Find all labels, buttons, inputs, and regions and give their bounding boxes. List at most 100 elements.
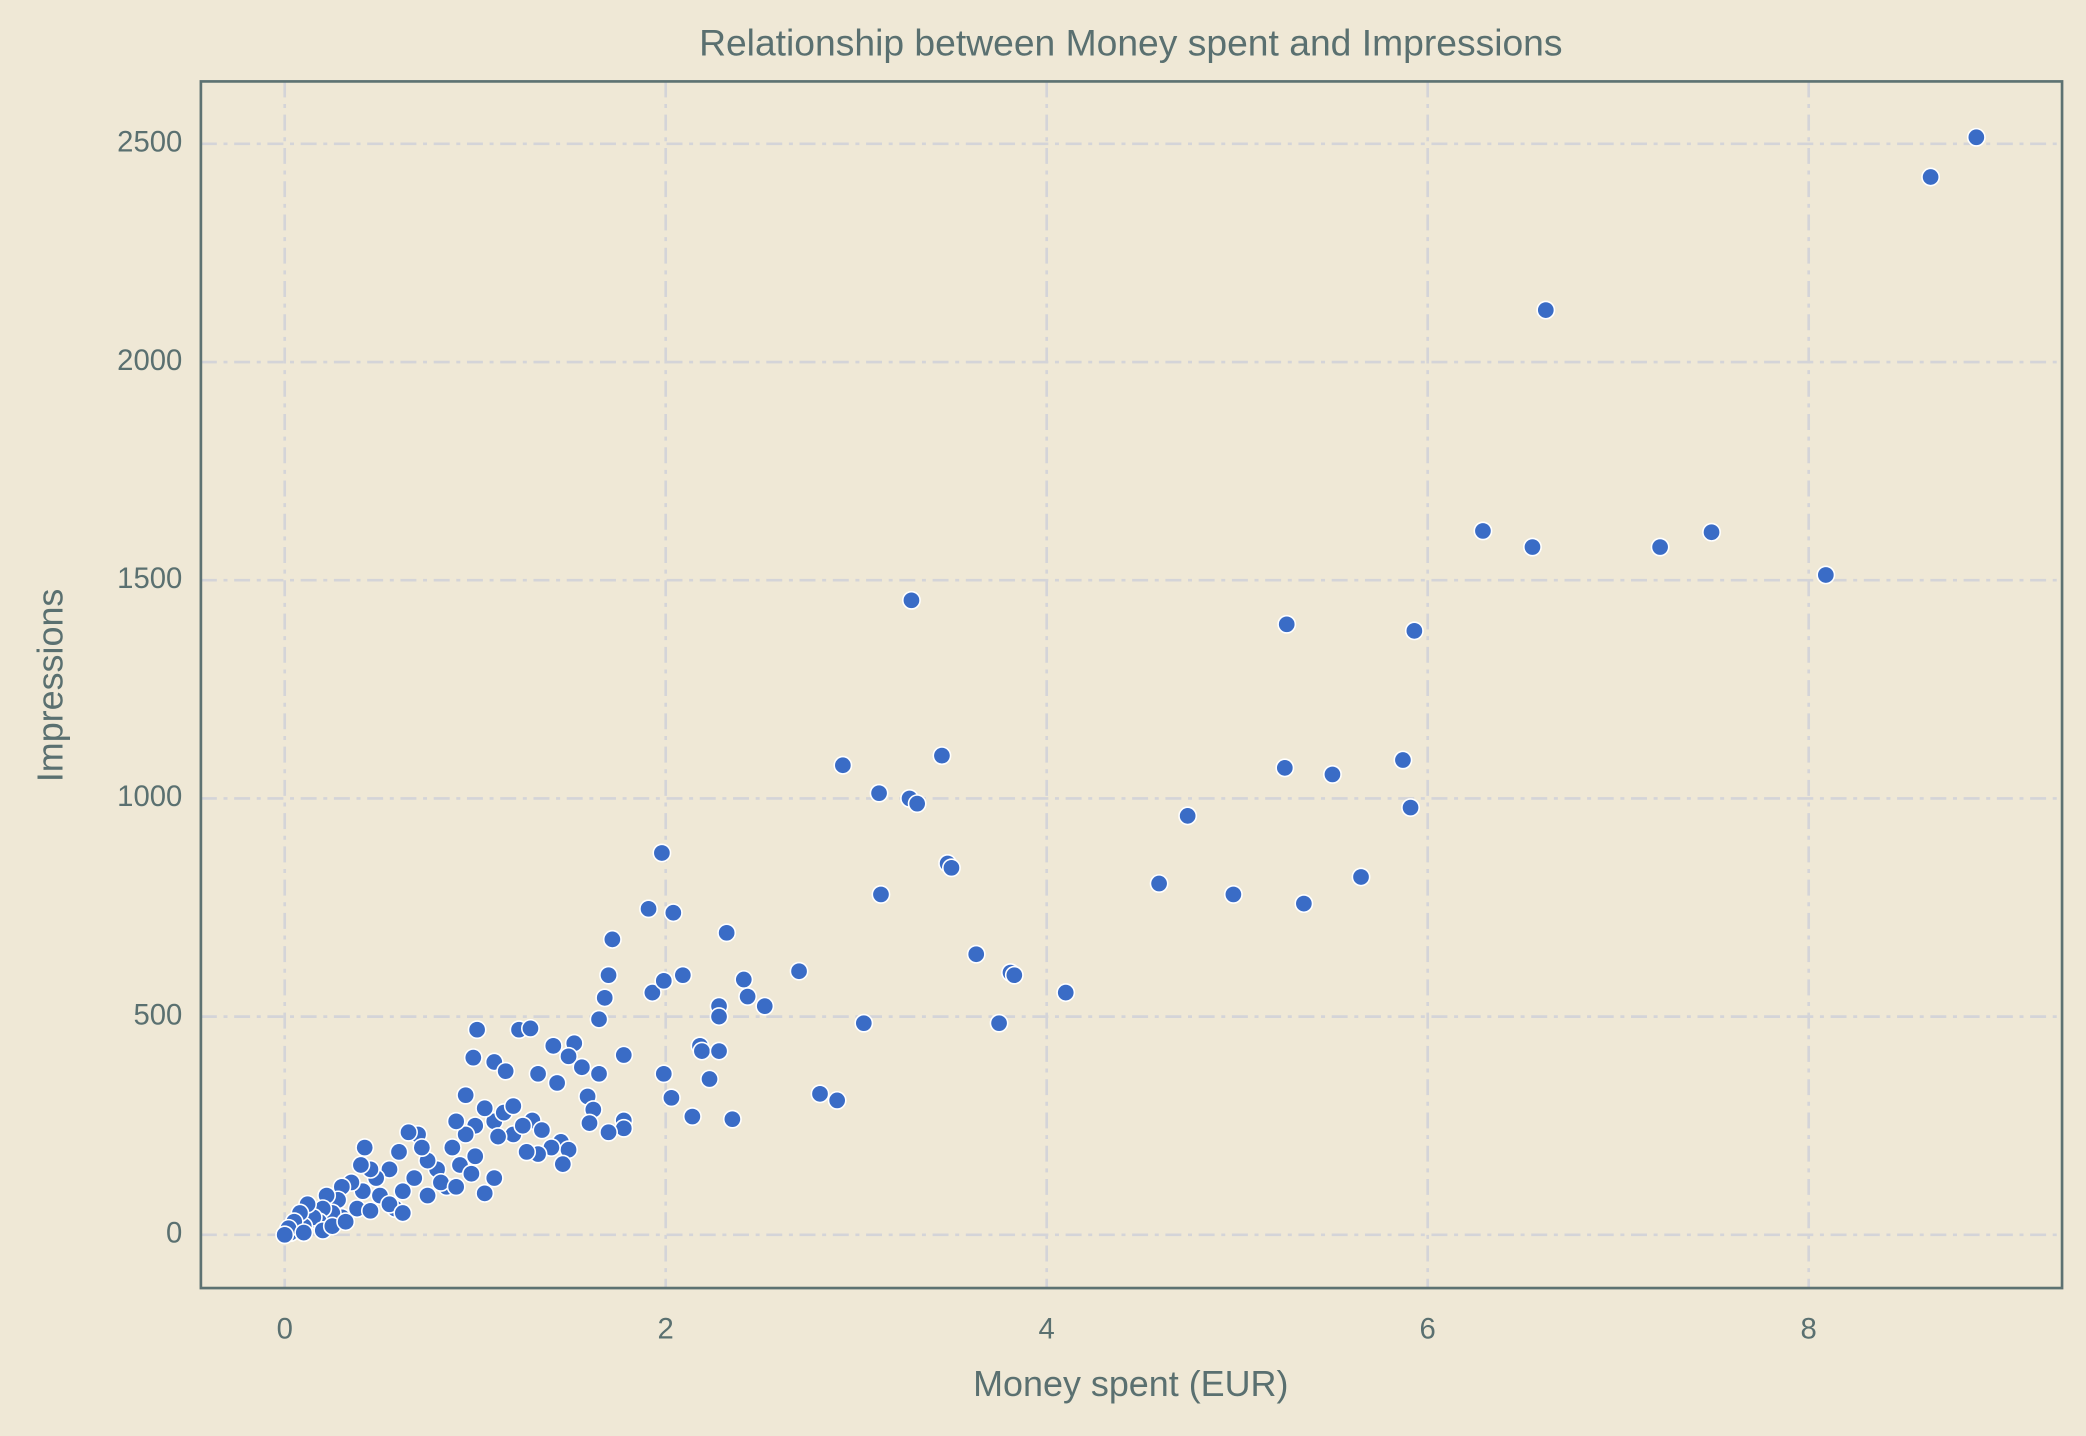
point [463, 1048, 483, 1068]
plot-frame [199, 80, 2064, 1290]
x-tick-label: 8 [1801, 1313, 1817, 1345]
point [1536, 300, 1556, 320]
point [827, 1090, 847, 1110]
point [294, 1223, 314, 1243]
point [717, 923, 737, 943]
y-tick-label: 500 [133, 999, 182, 1031]
point [517, 1142, 537, 1162]
point [869, 783, 889, 803]
point [871, 884, 891, 904]
point [1351, 867, 1371, 887]
y-tick-label: 2500 [117, 127, 182, 159]
point [532, 1120, 552, 1140]
point [496, 1061, 516, 1081]
point [355, 1138, 375, 1157]
point [475, 1183, 495, 1203]
point [580, 1113, 599, 1133]
point [446, 1177, 466, 1197]
x-tick-label: 6 [1420, 1313, 1436, 1345]
point [700, 1069, 719, 1089]
point [1275, 758, 1295, 778]
point [559, 1046, 578, 1066]
point [543, 1036, 563, 1056]
point [336, 1212, 356, 1232]
point [418, 1186, 438, 1205]
point [572, 1057, 592, 1077]
point [1178, 806, 1198, 826]
point [639, 899, 659, 919]
point [467, 1020, 487, 1040]
point [709, 1041, 729, 1061]
point [595, 988, 615, 1008]
point [614, 1045, 634, 1065]
point [1650, 537, 1670, 557]
y-tick-label: 2000 [117, 345, 182, 377]
point [521, 1018, 540, 1038]
point [465, 1146, 485, 1166]
point [393, 1203, 413, 1223]
point [1966, 127, 1986, 147]
point [360, 1201, 380, 1221]
point [642, 983, 662, 1003]
point [442, 1138, 462, 1157]
point [602, 929, 622, 949]
y-tick-label: 1500 [117, 563, 182, 595]
point [599, 1122, 618, 1142]
point [393, 1181, 413, 1201]
point [1404, 621, 1424, 641]
point [738, 987, 758, 1006]
point [652, 843, 672, 863]
y-axis-label: Impressions [30, 589, 71, 783]
point [1393, 750, 1413, 770]
point [475, 1098, 495, 1118]
point [1702, 522, 1721, 542]
x-tick-label: 0 [277, 1313, 293, 1345]
point [1816, 565, 1836, 585]
point [1322, 764, 1342, 784]
point [1294, 894, 1314, 914]
point [412, 1138, 432, 1157]
x-tick-label: 4 [1039, 1313, 1055, 1345]
point [380, 1194, 399, 1214]
point [1277, 614, 1297, 634]
point [380, 1159, 399, 1179]
point [275, 1225, 295, 1245]
point [389, 1142, 409, 1162]
point [513, 1116, 533, 1136]
point [932, 746, 952, 766]
point [547, 1073, 567, 1093]
point [1473, 521, 1493, 541]
point [734, 970, 754, 989]
point [1921, 167, 1941, 187]
x-tick-label: 2 [658, 1313, 674, 1345]
point [789, 961, 809, 981]
point [589, 1064, 609, 1084]
point [488, 1127, 508, 1147]
y-tick-label: 0 [166, 1218, 182, 1250]
x-axis-label: Money spent (EUR) [973, 1363, 1288, 1404]
point [654, 1064, 674, 1084]
point [810, 1084, 830, 1104]
point [1401, 798, 1420, 818]
point [484, 1168, 504, 1188]
point [682, 1107, 702, 1127]
point [446, 1111, 466, 1131]
point [1056, 983, 1076, 1003]
point [1223, 884, 1243, 904]
point [1523, 537, 1542, 557]
point [599, 965, 618, 985]
point [1004, 965, 1024, 985]
point [399, 1122, 418, 1142]
point [456, 1125, 476, 1144]
point [654, 971, 674, 991]
y-tick-label: 1000 [117, 781, 182, 813]
point [589, 1009, 609, 1029]
point [722, 1109, 742, 1129]
point [503, 1096, 523, 1116]
point [461, 1164, 481, 1184]
point [553, 1154, 573, 1174]
point [854, 1013, 874, 1033]
point [528, 1064, 548, 1084]
